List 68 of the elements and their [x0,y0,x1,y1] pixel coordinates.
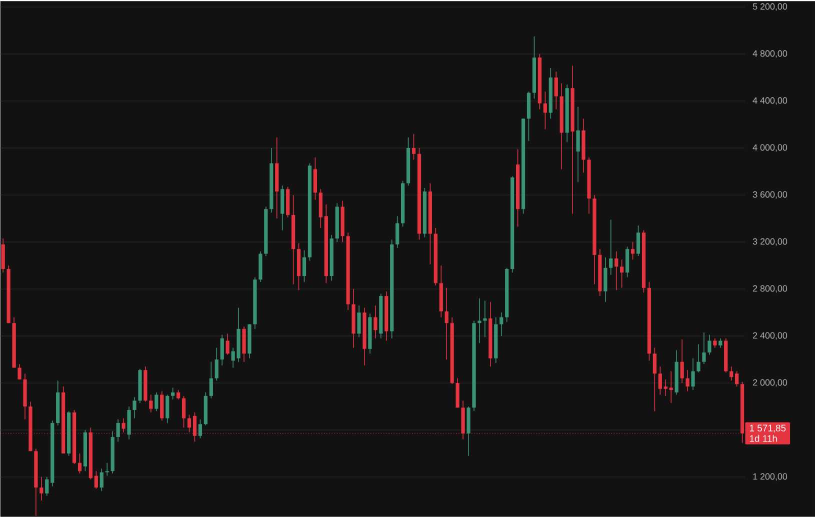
candlestick [576,106,580,183]
candlestick [226,333,230,356]
candlestick [554,71,558,110]
candlestick [636,225,640,257]
candlestick [702,332,706,365]
candlestick [730,366,734,382]
candlestick [182,396,186,428]
candlestick [302,250,306,282]
candlestick [313,157,318,200]
candlestick [116,419,120,442]
y-tick-label: 1 200,00 [753,473,788,481]
candlestick [609,219,613,276]
candlestick [652,347,656,412]
candlestick [154,392,158,412]
candlestick [187,414,192,433]
candlestick [209,361,213,399]
candlestick [718,338,722,348]
text: 1d 11h [750,434,777,442]
candlestick [620,259,624,288]
y-tick-label: 2 800,00 [753,285,788,293]
candlestick [664,379,668,396]
candlestick [658,366,662,396]
candlestick [686,370,690,392]
y-tick-label: 3 600,00 [752,191,788,199]
candlestick [166,394,170,424]
candlestick [614,251,618,291]
y-tick-label: 4 400,00 [752,97,788,105]
candlestick [396,216,400,248]
candlestick [713,338,717,348]
candlestick [18,364,22,380]
candlestick [543,91,547,130]
candlestick [40,476,44,501]
candlestick [478,298,482,344]
candlestick [100,468,104,492]
y-tick-label: 3 200,00 [752,238,788,246]
candlestick [176,390,180,400]
y-tick-label: 4 000,00 [752,144,788,152]
candlestick [626,246,630,278]
candlestick [198,419,202,439]
candlestick [105,462,109,476]
candlestick [669,370,673,404]
candlestick [630,242,635,260]
candlestick [696,344,700,373]
candlestick [171,387,175,400]
candlestick [412,134,416,160]
candlestick [214,347,218,382]
candlestick [374,305,378,339]
candlestick [122,418,126,433]
candlestick [357,305,361,338]
candlestick [160,390,164,422]
candlestick [691,358,695,390]
y-tick-label: 2 000,00 [753,379,788,387]
candlestick [149,394,153,413]
candlestick [444,287,448,360]
candlestick [45,476,49,496]
y-tick-label: 4 800,00 [752,50,788,58]
ref-line-label: 1 571,85 [750,424,786,433]
y-tick-label: 2 400,00 [753,332,788,340]
candlestick [708,334,712,356]
candlestick [132,396,136,419]
candlestick [604,256,608,302]
candlestick [94,470,98,490]
candlestick [78,453,82,474]
candlestick [735,370,739,387]
y-tick-label: 5 200,00 [752,3,788,11]
candlestick [220,334,224,366]
candlestick [680,339,684,384]
candlestick [500,312,504,336]
